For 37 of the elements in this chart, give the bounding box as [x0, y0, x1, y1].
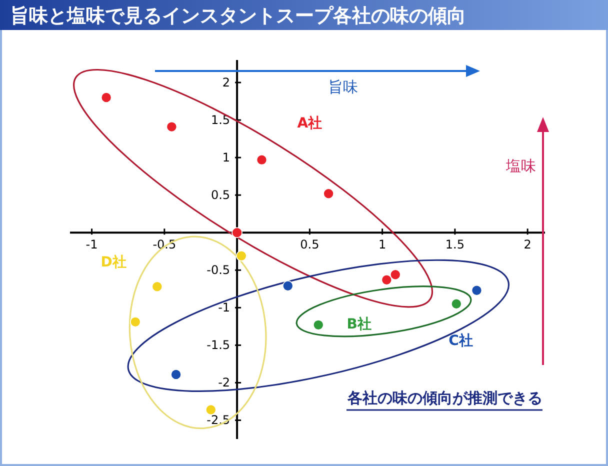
y-tick-label: -0.5 [206, 263, 230, 278]
point [166, 121, 178, 132]
y-tick-label: -1 [218, 300, 230, 315]
text: C社 [448, 333, 473, 350]
text: D社 [100, 254, 126, 270]
y-tick-label: 0.5 [210, 188, 230, 202]
x-tick-label: 2 [524, 238, 532, 252]
point [381, 274, 392, 286]
y-tick-label: 1.5 [210, 113, 230, 128]
x-tick-label: 0.5 [300, 238, 320, 252]
x-tick-label: 1.5 [445, 238, 464, 252]
point [170, 369, 182, 380]
y-tick-label: -1.5 [206, 338, 230, 352]
point [282, 280, 294, 292]
y-tick-label: 2 [222, 76, 230, 90]
point [312, 320, 324, 330]
text: A社 [297, 116, 322, 132]
x-tick-label: -1 [86, 238, 98, 252]
point [471, 285, 482, 296]
point [450, 298, 462, 310]
annotation: 各社の味の傾向が推測できる [346, 389, 542, 407]
y-tick-label: 1 [222, 150, 230, 165]
point [256, 154, 268, 166]
point [232, 227, 242, 238]
y-tick-label: -2 [218, 376, 230, 390]
y-axis-title: 塩味 [505, 157, 536, 175]
series-label: B社 [346, 316, 372, 333]
point [152, 281, 163, 292]
point [390, 269, 401, 280]
point [100, 92, 112, 103]
x-axis-title: 旨味 [328, 78, 358, 96]
point [323, 188, 334, 199]
point [236, 250, 247, 262]
chart-title: 旨味と塩味で見るインスタントスープ各社の味の傾向 [10, 5, 466, 27]
point [130, 316, 141, 328]
point [206, 404, 216, 416]
x-tick-label: 1 [378, 238, 386, 252]
